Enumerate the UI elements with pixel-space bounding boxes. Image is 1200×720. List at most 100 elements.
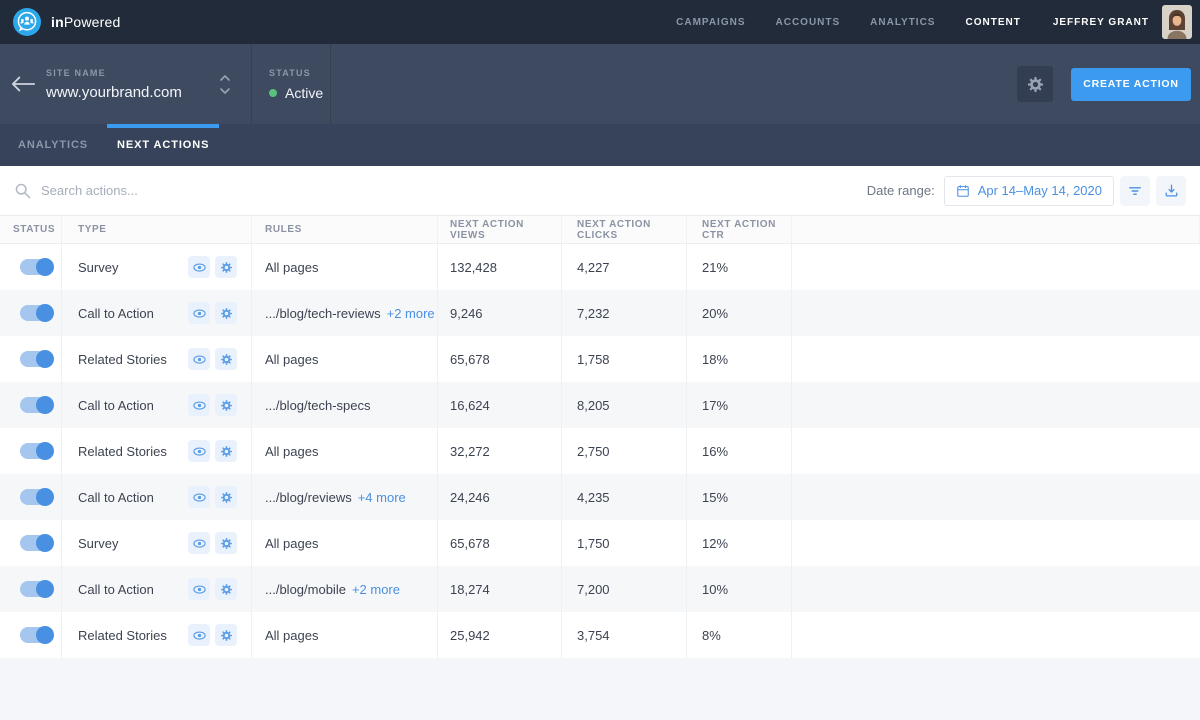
rules-text: All pages [265,259,319,275]
ctr-cell: 18% [687,336,792,382]
nav-content[interactable]: CONTENT [965,16,1021,28]
preview-button[interactable] [188,532,210,554]
table-row: Related Stories [0,612,1200,658]
download-button[interactable] [1156,175,1186,206]
status-toggle[interactable] [20,350,54,368]
action-settings-button[interactable] [215,348,237,370]
nav-accounts[interactable]: ACCOUNTS [775,16,841,28]
table-body: Survey [0,244,1200,658]
views-cell: 25,942 [438,612,562,658]
status-toggle[interactable] [20,488,54,506]
action-settings-button[interactable] [215,578,237,600]
rules-cell: .../blog/tech-specs [252,382,438,428]
clicks-cell: 7,232 [562,290,687,336]
clicks-cell: 3,754 [562,612,687,658]
user-avatar[interactable] [1162,5,1192,39]
status-toggle[interactable] [20,580,54,598]
ctr-cell: 12% [687,520,792,566]
status-toggle[interactable] [20,396,54,414]
top-app-bar: inPowered CAMPAIGNS ACCOUNTS ANALYTICS C… [0,0,1200,44]
spacer-cell [792,428,1200,474]
search-icon [14,182,31,199]
status-cell [0,382,62,428]
rules-text: All pages [265,535,319,551]
rules-text: .../blog/reviews [265,489,352,505]
type-cell: Call to Action [62,290,252,336]
chevron-down-icon[interactable] [220,87,230,94]
preview-button[interactable] [188,440,210,462]
table-row: Call to Action [0,474,1200,520]
action-settings-button[interactable] [215,256,237,278]
filter-button[interactable] [1120,175,1150,206]
type-cell: Survey [62,244,252,290]
action-settings-button[interactable] [215,302,237,324]
tab-analytics[interactable]: ANALYTICS [18,139,89,151]
rules-more-link[interactable]: +2 more [386,305,435,321]
calendar-icon [956,184,970,198]
table-row: Call to Action [0,566,1200,612]
spacer-cell [792,612,1200,658]
col-header-ctr: NEXT ACTION CTR [687,216,792,243]
eye-icon [192,260,207,275]
table-row: Survey [0,520,1200,566]
status-cell [0,290,62,336]
preview-button[interactable] [188,624,210,646]
rules-text: .../blog/mobile [265,581,346,597]
preview-button[interactable] [188,302,210,324]
brand[interactable]: inPowered [12,7,121,37]
views-cell: 132,428 [438,244,562,290]
table-row: Related Stories [0,428,1200,474]
col-header-views: NEXT ACTION VIEWS [438,216,562,243]
toggle-knob-icon [36,350,54,368]
table-header-row: STATUS TYPE RULES NEXT ACTION VIEWS NEXT… [0,216,1200,244]
rules-text: .../blog/tech-reviews [265,305,381,321]
status-cell [0,244,62,290]
preview-button[interactable] [188,348,210,370]
action-settings-button[interactable] [215,532,237,554]
create-action-button[interactable]: CREATE ACTION [1071,67,1191,101]
type-cell: Related Stories [62,336,252,382]
action-type-label: Call to Action [78,581,154,597]
gear-icon [220,261,233,274]
rules-cell: All pages [252,336,438,382]
eye-icon [192,306,207,321]
back-arrow-button[interactable] [0,76,46,92]
action-settings-button[interactable] [215,486,237,508]
status-toggle[interactable] [20,258,54,276]
tab-next-actions[interactable]: NEXT ACTIONS [107,124,220,166]
action-type-label: Related Stories [78,443,167,459]
site-settings-button[interactable] [1017,66,1053,102]
date-range-picker[interactable]: Apr 14–May 14, 2020 [943,175,1114,206]
status-value: Active [269,85,330,101]
preview-button[interactable] [188,256,210,278]
action-settings-button[interactable] [215,624,237,646]
status-cell [0,612,62,658]
col-header-spacer [792,216,1200,243]
status-toggle[interactable] [20,442,54,460]
rules-more-link[interactable]: +2 more [351,581,400,597]
nav-analytics[interactable]: ANALYTICS [870,16,936,28]
site-name-field[interactable]: SITE NAME www.yourbrand.com [46,68,212,101]
ctr-cell: 20% [687,290,792,336]
views-cell: 24,246 [438,474,562,520]
type-cell: Related Stories [62,612,252,658]
status-toggle[interactable] [20,626,54,644]
rules-cell: All pages [252,244,438,290]
action-settings-button[interactable] [215,440,237,462]
rules-more-link[interactable]: +4 more [357,489,406,505]
preview-button[interactable] [188,394,210,416]
status-toggle[interactable] [20,304,54,322]
date-range-value: Apr 14–May 14, 2020 [977,183,1102,198]
status-toggle[interactable] [20,534,54,552]
date-range-label: Date range: [866,183,935,198]
preview-button[interactable] [188,486,210,508]
action-settings-button[interactable] [215,394,237,416]
preview-button[interactable] [188,578,210,600]
action-type-label: Related Stories [78,351,167,367]
nav-campaigns[interactable]: CAMPAIGNS [676,16,746,28]
user-menu[interactable]: JEFFREY GRANT [1052,16,1149,28]
clicks-cell: 7,200 [562,566,687,612]
chevron-up-icon[interactable] [220,74,230,81]
site-status-field: STATUS Active [251,44,331,124]
search-input[interactable] [41,183,301,198]
